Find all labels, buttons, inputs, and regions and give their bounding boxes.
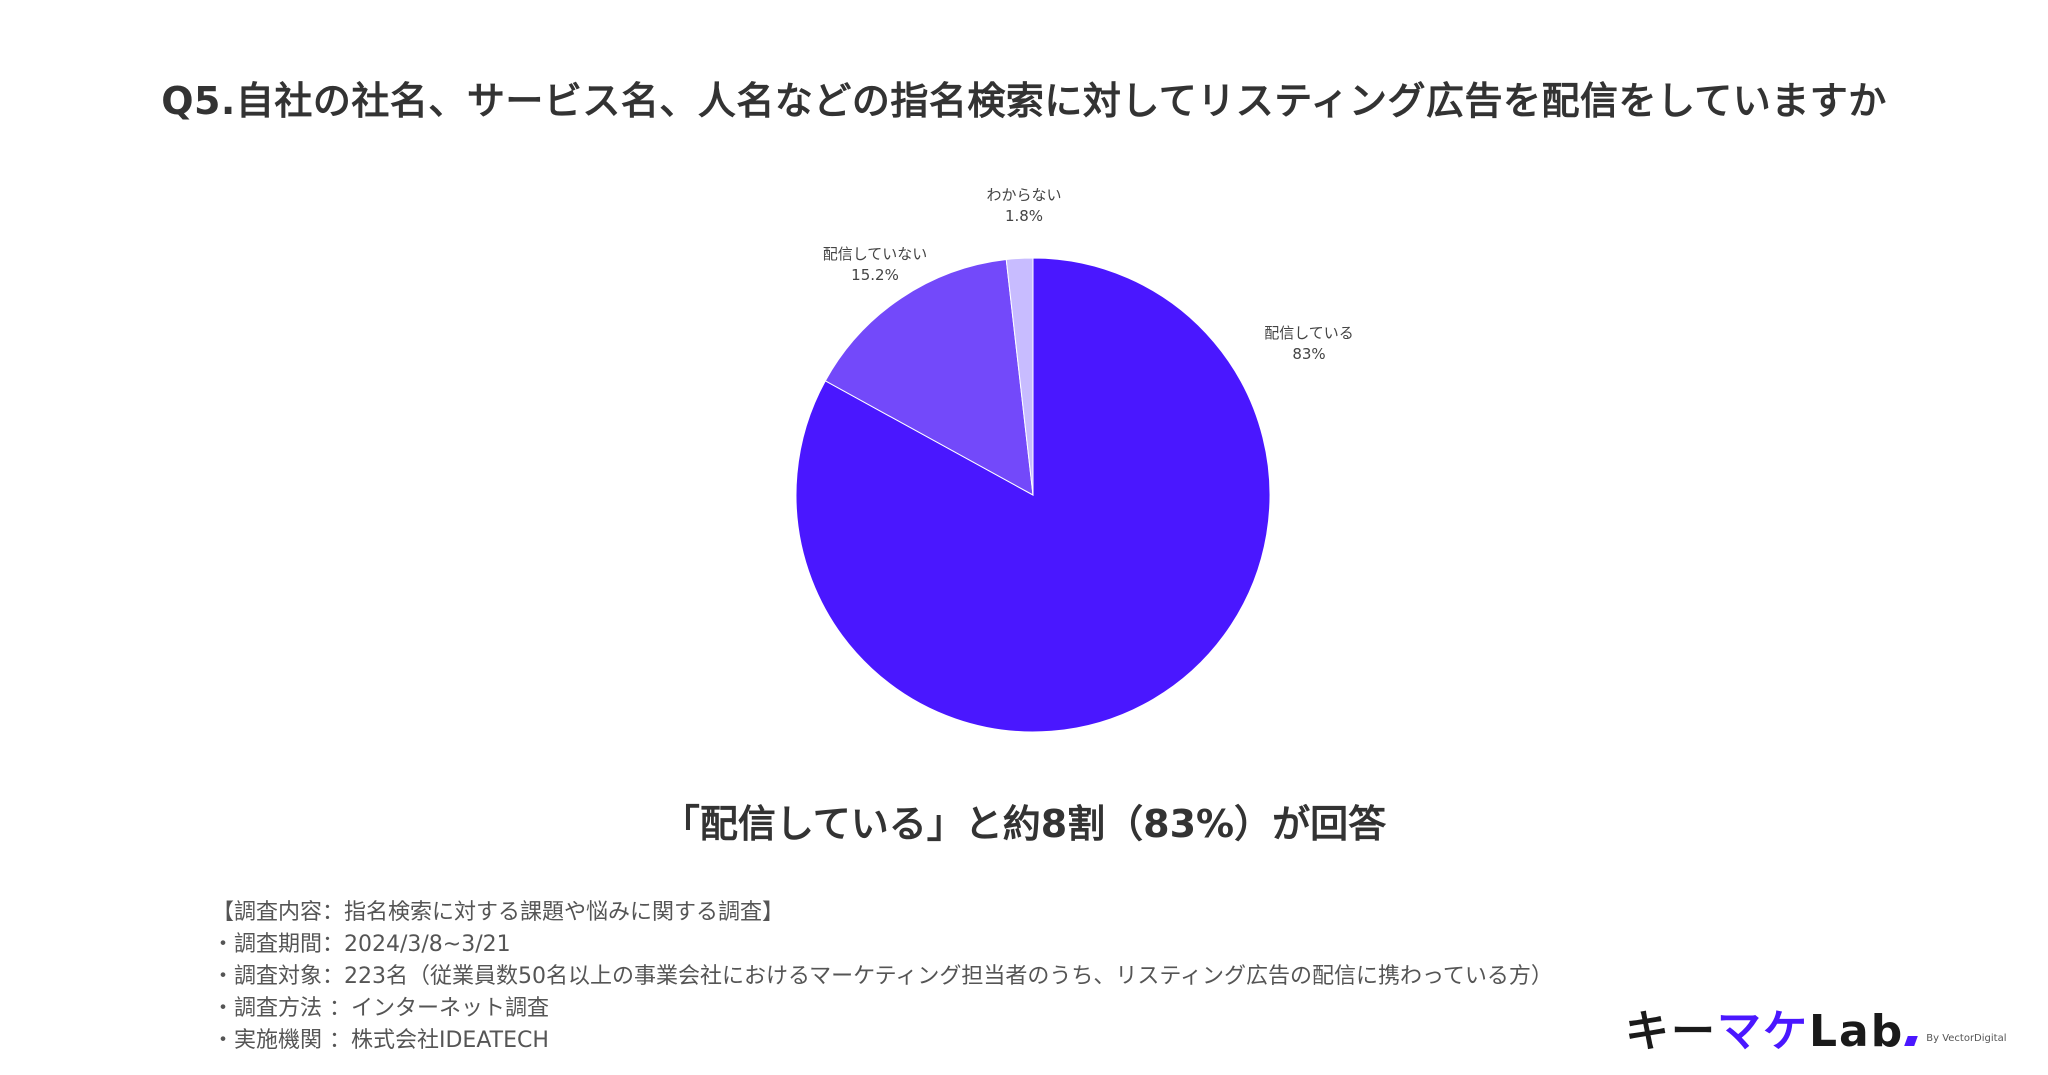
slice-value-1: 15.2% [851,266,899,284]
note-line-content: 【調査内容：指名検索に対する課題や悩みに関する調査】 [212,900,785,925]
note-line-organization: ・実施機関 ：株式会社IDEATECH [212,1028,549,1053]
slice-label-2: わからない [986,186,1061,204]
pie-slice-2 [1005,257,1034,496]
slice-label-0: 配信している [1264,324,1354,342]
logo-byline: By VectorDigital [1926,1033,2007,1044]
logo-part-1: キー [1625,1006,1717,1057]
note-line-method: ・調査方法 ：インターネット調査 [212,996,549,1021]
pie-slice-1 [824,258,1034,496]
logo-wordmark: キーマケLab [1625,1008,1904,1056]
brand-logo: キーマケLab By VectorDigital [1625,1000,2025,1056]
summary-text: 「配信している」と約8割（83%）が回答 [661,802,1387,846]
slice-value-2: 1.8% [1005,207,1043,225]
slice-value-0: 83% [1292,345,1325,363]
logo-dot-icon [1904,1036,1919,1046]
slice-label-1: 配信していない [823,245,928,263]
note-line-target: ・調査対象：223名（従業員数50名以上の事業会社におけるマーケティング担当者の… [212,964,1553,989]
survey-notes: 【調査内容：指名検索に対する課題や悩みに関する調査】 ・調査期間：2024/3/… [212,897,1553,1057]
logo-part-2: マケ [1717,1006,1809,1057]
chart-title: Q5.自社の社名、サービス名、人名などの指名検索に対してリスティング広告を配信を… [161,79,1887,123]
note-line-period: ・調査期間：2024/3/8~3/21 [212,932,511,957]
logo-part-3: Lab [1809,1006,1905,1057]
